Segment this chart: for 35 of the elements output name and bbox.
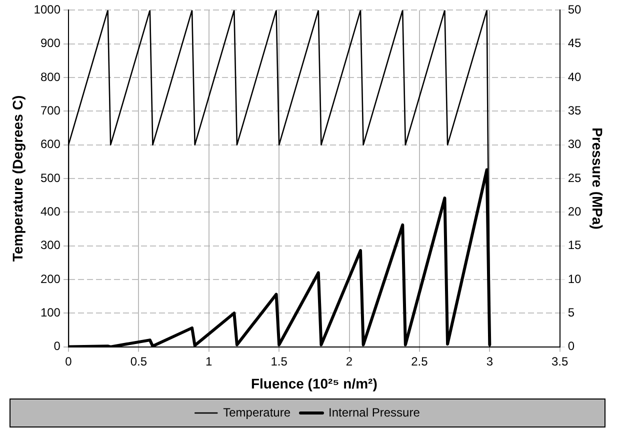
y-tick-label: 800 [40, 70, 61, 84]
y2-tick-label: 50 [568, 2, 582, 17]
x-tick-label: 3.5 [552, 354, 569, 368]
x-tick-label: 1 [206, 354, 213, 368]
y-tick-label: 1000 [34, 2, 61, 17]
y2-axis-title: Pressure (MPa) [590, 128, 606, 230]
x-tick-label: 0 [65, 354, 72, 368]
x-tick-label: 2 [346, 354, 353, 368]
x-tick-label: 2.5 [411, 354, 428, 368]
y-tick-label: 900 [40, 36, 61, 50]
y-tick-label: 300 [40, 238, 61, 252]
y-axis-title: Temperature (Degrees C) [9, 95, 26, 262]
legend-label: Temperature [223, 405, 291, 420]
y2-tick-label: 15 [568, 238, 582, 252]
y-tick-label: 500 [40, 170, 61, 185]
y-tick-label: 700 [40, 103, 61, 118]
x-tick-label: 1.5 [270, 354, 288, 368]
y2-tick-label: 0 [568, 339, 575, 354]
x-axis-title: Fluence (10²⁵ n/m²) [250, 375, 378, 392]
y-tick-label: 0 [54, 339, 61, 354]
y-tick-label: 200 [40, 272, 61, 286]
y-tick-label: 100 [40, 305, 61, 320]
legend-label: Internal Pressure [328, 405, 420, 420]
y-tick-label: 400 [40, 204, 61, 218]
y2-tick-label: 30 [568, 137, 582, 152]
y2-tick-label: 20 [568, 204, 582, 218]
y2-tick-label: 25 [568, 170, 582, 185]
y-tick-label: 600 [40, 137, 61, 152]
y2-tick-label: 45 [568, 36, 582, 50]
y2-tick-label: 5 [568, 305, 575, 320]
x-tick-label: 3 [486, 354, 494, 368]
y2-tick-label: 10 [568, 272, 582, 286]
y2-tick-label: 35 [568, 103, 582, 118]
y2-tick-label: 40 [568, 70, 582, 84]
x-tick-label: 0.5 [130, 354, 148, 368]
